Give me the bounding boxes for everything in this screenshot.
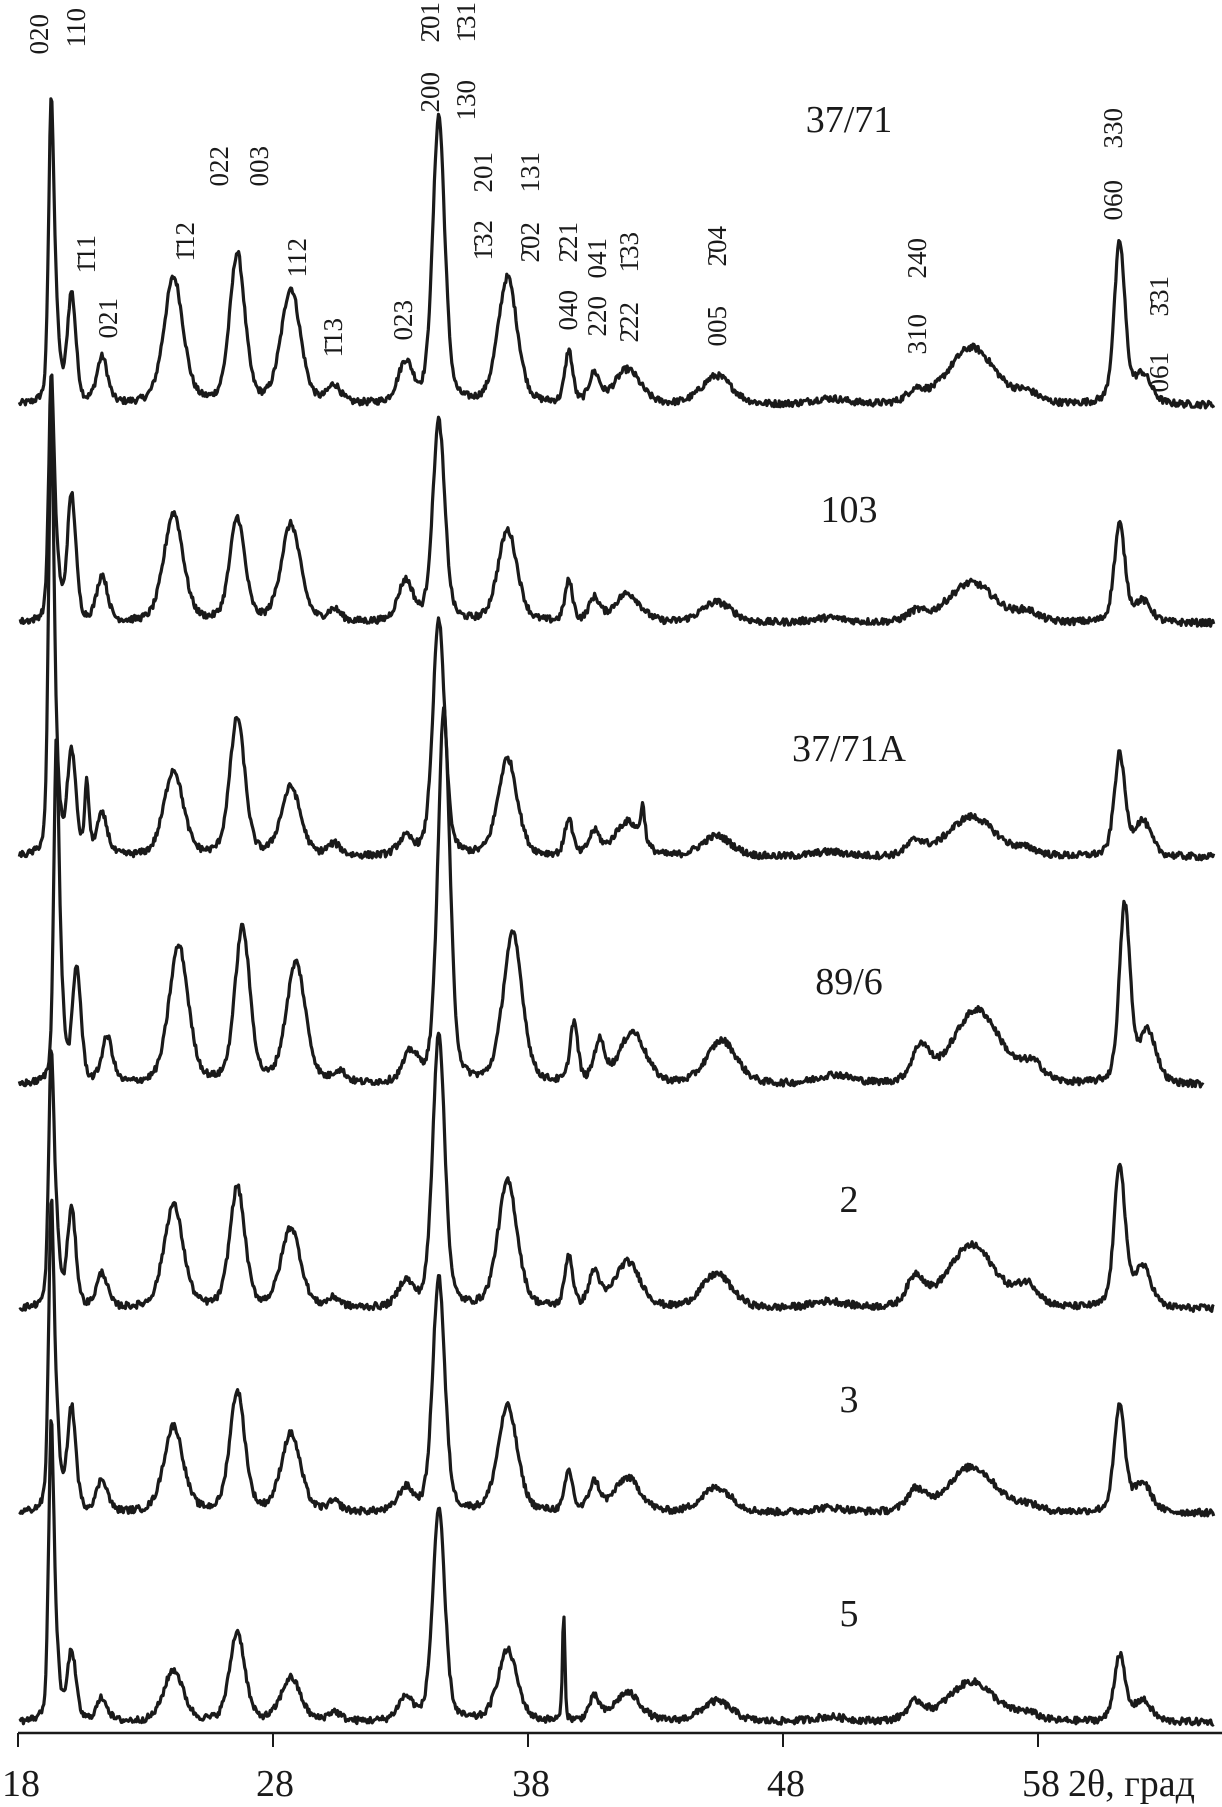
hkl-label: 112	[282, 238, 312, 278]
pattern-line-5	[18, 1419, 1215, 1727]
hkl-label: 041	[582, 238, 612, 279]
x-tick-label-38: 38	[512, 1763, 550, 1805]
hkl-label: 1̄12	[170, 222, 200, 262]
hkl-label: 2̄04	[702, 226, 732, 267]
hkl-label: 130	[451, 80, 481, 121]
patterns	[17, 97, 1216, 1727]
x-axis-ticks	[17, 1733, 1039, 1747]
hkl-label: 040	[553, 290, 583, 331]
hkl-label: 110	[61, 8, 91, 48]
hkl-label: 020	[24, 14, 54, 55]
series-label-2: 2	[839, 1179, 859, 1221]
hkl-label: 060	[1098, 180, 1128, 221]
series-label-103: 103	[820, 489, 878, 531]
hkl-label: 240	[902, 238, 932, 279]
hkl-label: 201	[468, 152, 498, 193]
hkl-label: 1̄13	[318, 318, 348, 358]
hkl-label: 005	[702, 306, 732, 347]
hkl-label: 310	[902, 314, 932, 355]
pattern-line-2	[18, 1031, 1215, 1313]
series-label-89-6: 89/6	[815, 961, 883, 1003]
hkl-label: 021	[93, 298, 123, 339]
hkl-label: 061	[1144, 352, 1174, 393]
hkl-label: 022	[204, 146, 234, 187]
pattern-line-3	[18, 1198, 1216, 1518]
x-tick-label-18: 18	[2, 1763, 40, 1805]
hkl-label: 2̄21	[553, 222, 583, 263]
hkl-label: 023	[388, 300, 418, 341]
x-tick-label-28: 28	[256, 1763, 294, 1805]
hkl-label: 2̄01	[415, 2, 445, 43]
hkl-label: 330	[1098, 108, 1128, 149]
hkl-label: 1̄11	[71, 235, 101, 274]
x-tick-label-58: 58	[1022, 1763, 1060, 1805]
hkl-label: 2̄02	[515, 222, 545, 263]
hkl-label: 1̄33	[614, 232, 644, 273]
hkl-label: 131	[515, 152, 545, 193]
hkl-label: 3̄31	[1144, 276, 1174, 317]
hkl-label: 2̄22	[614, 302, 644, 343]
pattern-line-89-6	[17, 706, 1205, 1089]
pattern-line-37-71	[17, 97, 1216, 410]
hkl-label: 200	[415, 72, 445, 113]
pattern-line-37-71a	[17, 407, 1216, 862]
hkl-label: 003	[244, 146, 274, 187]
x-axis-title: 2θ, град	[1068, 1763, 1195, 1805]
series-label-5: 5	[839, 1593, 859, 1635]
x-tick-label-48: 48	[767, 1763, 805, 1805]
hkl-label: 1̄31	[451, 2, 481, 43]
series-label-37-71: 37/71	[805, 99, 893, 141]
hkl-label: 220	[582, 296, 612, 337]
series-label-3: 3	[839, 1379, 859, 1421]
hkl-label: 1̄32	[468, 220, 498, 261]
pattern-line-103	[18, 373, 1216, 628]
series-label-37-71a: 37/71A	[792, 728, 906, 770]
